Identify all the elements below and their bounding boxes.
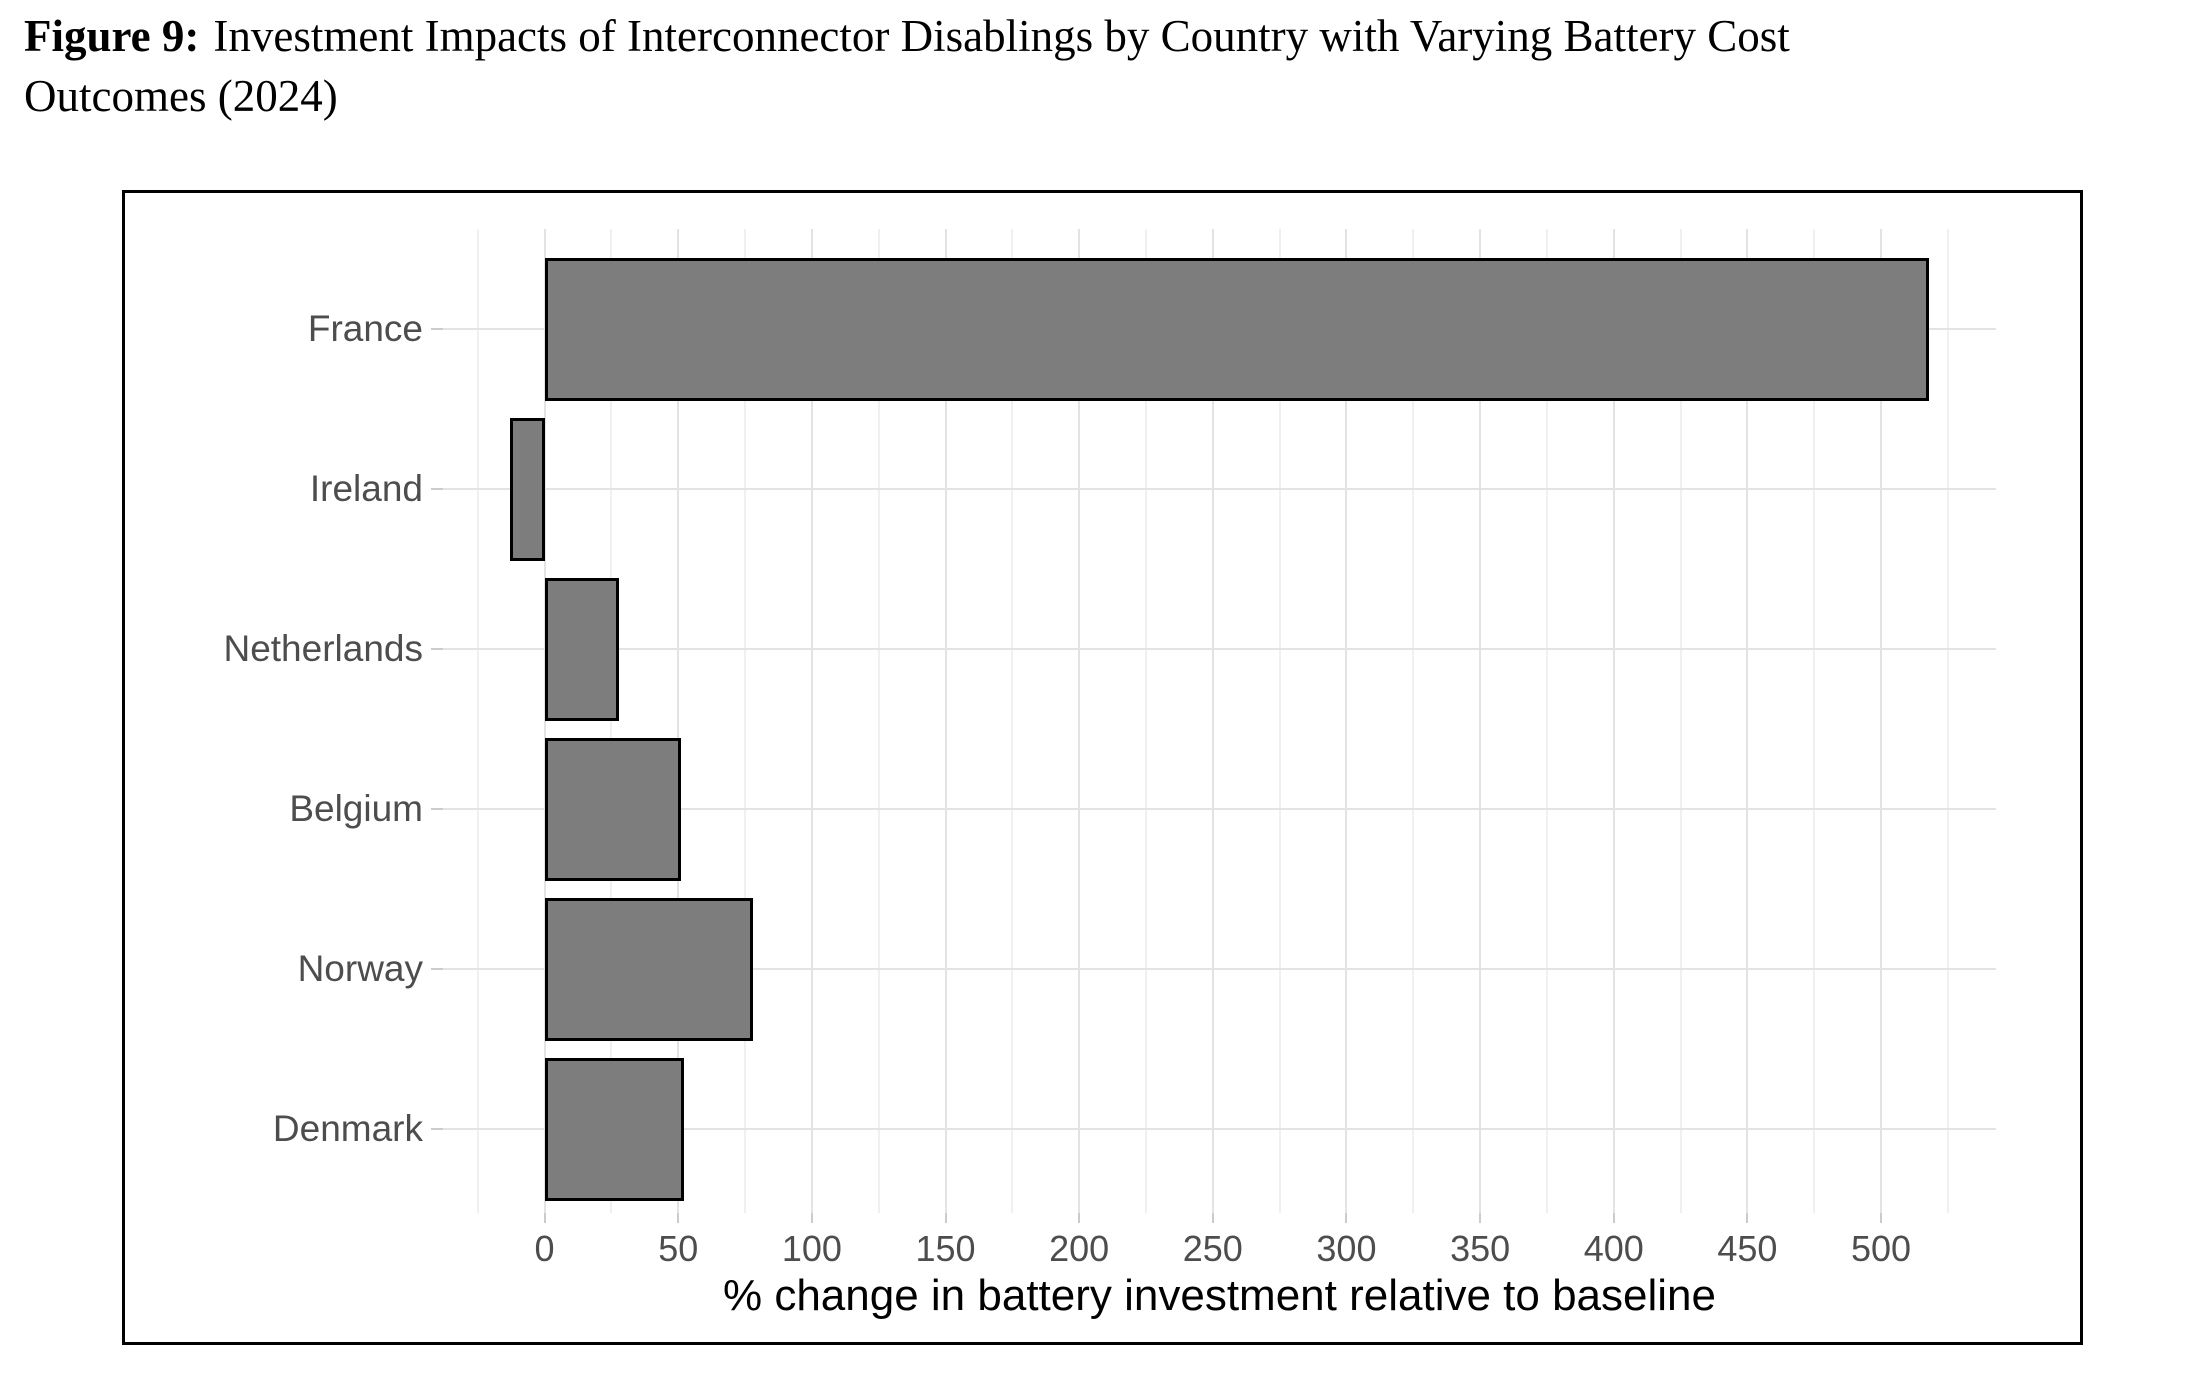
- plot-panel: [443, 229, 1996, 1213]
- x-axis-tick-label: 400: [1583, 1228, 1644, 1269]
- gridline-major: [1612, 229, 1615, 1213]
- y-tick-mark: [431, 328, 443, 330]
- gridline-minor: [476, 229, 479, 1213]
- bar-netherlands: [544, 577, 620, 721]
- x-axis-tick-label: 500: [1851, 1228, 1912, 1269]
- gridline-minor: [1011, 229, 1014, 1213]
- x-tick-mark: [1479, 1213, 1482, 1223]
- gridline-major: [1880, 229, 1883, 1213]
- y-axis-label-france: France: [307, 308, 423, 349]
- y-axis-label-ireland: Ireland: [309, 468, 423, 509]
- x-tick-mark: [677, 1213, 680, 1223]
- y-axis-label-belgium: Belgium: [289, 788, 423, 829]
- caption-figure-label: Figure 9:: [24, 11, 200, 61]
- gridline-major: [810, 229, 813, 1213]
- gridline-major: [1345, 229, 1348, 1213]
- bar-belgium: [544, 737, 681, 881]
- x-axis-tick-label: 350: [1450, 1228, 1511, 1269]
- caption-line-1: Figure 9: Investment Impacts of Interconn…: [24, 6, 2174, 66]
- bar-ireland: [509, 417, 545, 561]
- gridline-minor: [1545, 229, 1548, 1213]
- gridline-major: [443, 488, 1996, 490]
- x-axis-tick-label: 0: [534, 1228, 555, 1269]
- y-tick-mark: [431, 1128, 443, 1130]
- x-axis-tick-label: 300: [1316, 1228, 1377, 1269]
- x-tick-mark: [1211, 1213, 1214, 1223]
- x-tick-mark: [1612, 1213, 1615, 1223]
- gridline-major: [1746, 229, 1749, 1213]
- gridline-major: [543, 229, 546, 1213]
- gridline-major: [443, 1128, 1996, 1130]
- y-tick-mark: [431, 648, 443, 650]
- gridline-minor: [1144, 229, 1147, 1213]
- gridline-minor: [744, 229, 747, 1213]
- y-axis-label-denmark: Denmark: [272, 1108, 423, 1149]
- y-tick-mark: [431, 808, 443, 810]
- gridline-minor: [1679, 229, 1682, 1213]
- x-tick-mark: [1746, 1213, 1749, 1223]
- gridline-major: [944, 229, 947, 1213]
- gridline-major: [1211, 229, 1214, 1213]
- bar-denmark: [544, 1057, 684, 1201]
- gridline-major: [1078, 229, 1081, 1213]
- bar-norway: [544, 897, 754, 1041]
- x-tick-mark: [1078, 1213, 1081, 1223]
- x-axis-tick-label: 100: [781, 1228, 842, 1269]
- figure-caption: Figure 9: Investment Impacts of Interconn…: [24, 6, 2174, 126]
- gridline-major: [1479, 229, 1482, 1213]
- x-axis-tick-label: 450: [1717, 1228, 1778, 1269]
- y-axis-label-norway: Norway: [297, 948, 423, 989]
- figure-box: % change in battery investment relative …: [122, 190, 2083, 1345]
- x-axis-title: % change in battery investment relative …: [722, 1271, 1716, 1320]
- y-tick-mark: [431, 488, 443, 490]
- x-axis-tick-label: 200: [1049, 1228, 1110, 1269]
- x-tick-mark: [543, 1213, 546, 1223]
- gridline-minor: [610, 229, 613, 1213]
- x-tick-mark: [810, 1213, 813, 1223]
- x-axis-tick-label: 50: [658, 1228, 699, 1269]
- caption-title-text: Investment Impacts of Interconnector Dis…: [213, 11, 1790, 61]
- x-tick-mark: [1880, 1213, 1883, 1223]
- gridline-minor: [1813, 229, 1816, 1213]
- bar-france: [544, 257, 1930, 401]
- y-axis-label-netherlands: Netherlands: [223, 628, 423, 669]
- gridline-major: [443, 968, 1996, 970]
- caption-line-2: Outcomes (2024): [24, 71, 338, 121]
- gridline-minor: [877, 229, 880, 1213]
- gridline-major: [677, 229, 680, 1213]
- gridline-minor: [1946, 229, 1949, 1213]
- y-tick-mark: [431, 968, 443, 970]
- gridline-major: [443, 808, 1996, 810]
- gridline-minor: [1278, 229, 1281, 1213]
- gridline-major: [443, 648, 1996, 650]
- x-axis-tick-label: 150: [915, 1228, 976, 1269]
- x-tick-mark: [944, 1213, 947, 1223]
- x-tick-mark: [1345, 1213, 1348, 1223]
- x-axis-tick-label: 250: [1182, 1228, 1243, 1269]
- gridline-minor: [1412, 229, 1415, 1213]
